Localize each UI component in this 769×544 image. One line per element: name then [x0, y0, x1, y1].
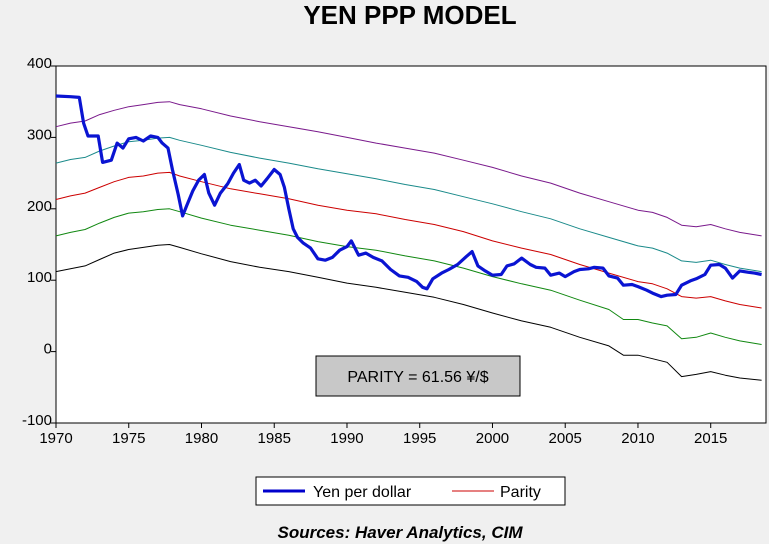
x-tick-label: 2005 — [549, 430, 582, 447]
chart-title: YEN PPP MODEL — [303, 0, 516, 30]
series-line-parity — [55, 171, 762, 309]
x-tick-label: 1995 — [403, 430, 436, 447]
legend: Yen per dollar Parity — [255, 476, 566, 506]
x-tick-label: 1980 — [185, 430, 218, 447]
x-tick-label: 2010 — [621, 430, 654, 447]
y-tick-label: 400 — [27, 55, 52, 72]
y-tick-label: 200 — [27, 198, 52, 215]
annotation-box — [315, 355, 521, 397]
annotation-text: PARITY = 61.56 ¥/$ — [347, 369, 488, 386]
x-axis: 1970 1975 1980 1985 1990 1995 2000 2005 2010 2015 — [39, 423, 727, 447]
y-tick-label: 300 — [27, 126, 52, 143]
y-tick-label: -100 — [22, 412, 52, 429]
series-layer — [55, 94, 762, 381]
legend-label-parity: Parity — [500, 484, 541, 501]
x-tick-label: 1970 — [39, 430, 72, 447]
x-tick-label: 1985 — [258, 430, 291, 447]
legend-label-yen: Yen per dollar — [313, 484, 412, 501]
legend-box — [255, 476, 566, 506]
y-tick-label: 0 — [44, 341, 52, 358]
x-tick-label: 2000 — [476, 430, 509, 447]
parity-annotation: PARITY = 61.56 ¥/$ — [315, 355, 521, 397]
x-tick-label: 1990 — [330, 430, 363, 447]
series-line-band-4 — [55, 208, 762, 345]
y-tick-label: 100 — [27, 269, 52, 286]
series-line-band-3 — [55, 136, 762, 273]
series-line-band-5 — [55, 244, 762, 381]
x-tick-label: 2015 — [694, 430, 727, 447]
series-line-yen-per-dollar — [55, 94, 762, 299]
x-tick-label: 1975 — [112, 430, 145, 447]
series-line-band-2 — [55, 101, 762, 237]
y-axis: 400 300 200 100 0 -100 — [22, 55, 56, 429]
source-note: Sources: Haver Analytics, CIM — [277, 523, 523, 542]
